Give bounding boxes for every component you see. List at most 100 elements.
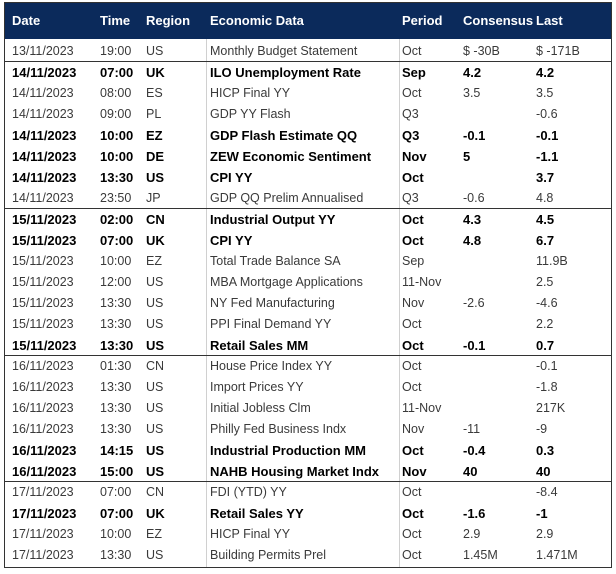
table-cell: -0.4 [463,443,486,458]
table-cell: HICP Final YY [210,86,291,100]
column-header: Region [146,13,191,28]
table-cell: 07:00 [100,65,134,80]
group-separator [5,355,611,356]
table-cell: CN [146,485,165,499]
table-cell: 13:30 [100,317,132,331]
table-cell: Initial Jobless Clm [210,401,311,415]
table-cell: 16/11/2023 [12,359,74,373]
table-cell: US [146,317,164,331]
table-cell: -1.8 [536,380,558,394]
table-cell: 0.7 [536,338,555,353]
table-cell: -2.6 [463,296,485,310]
table-cell: NY Fed Manufacturing [210,296,335,310]
table-cell: 14/11/2023 [12,149,77,164]
table-cell: Building Permits Prel [210,548,327,562]
table-cell: Nov [402,149,427,164]
table-cell: 11.9B [536,254,568,268]
table-cell: 15/11/2023 [12,233,77,248]
table-cell: UK [146,65,165,80]
table-cell: US [146,422,164,436]
table-cell: Industrial Production MM [210,443,366,458]
table-cell: 14/11/2023 [12,191,74,205]
table-cell: 3.5 [536,86,554,100]
table-cell: US [146,338,165,353]
table-row: 15/11/2023 13:30 US Retail Sales MM Oct -0.1 0… [5,335,611,356]
table-cell: 40 [536,464,551,479]
table-cell: Sep [402,65,426,80]
column-header: Date [12,13,41,28]
table-cell: 1.45M [463,548,498,562]
table-cell: 14/11/2023 [12,128,77,143]
table-cell: 14/11/2023 [12,86,74,100]
table-cell: Oct [402,44,422,58]
table-cell: 19:00 [100,44,132,58]
table-cell: UK [146,233,165,248]
table-cell: Sep [402,254,425,268]
column-divider [206,39,207,567]
table-cell: Oct [402,485,422,499]
table-cell: PPI Final Demand YY [210,317,332,331]
table-cell: 16/11/2023 [12,443,77,458]
table-row: 17/11/2023 07:00 CN FDI (YTD) YY Oct -8.4 [5,482,611,503]
table-cell: ZEW Economic Sentiment [210,149,372,164]
table-cell: GDP Flash Estimate QQ [210,128,358,143]
table-cell: -1 [536,506,548,521]
table-row: 14/11/2023 23:50 JP GDP QQ Prelim Annualise… [5,188,611,209]
table-cell: -1.1 [536,149,559,164]
column-divider [399,39,400,567]
table-row: 14/11/2023 13:30 US CPI YY Oct 3.7 [5,167,611,188]
table-cell: 2.9 [463,527,481,541]
table-cell: Nov [402,464,427,479]
table-cell: 01:30 [100,359,132,373]
table-cell: 10:00 [100,527,132,541]
table-cell: 4.5 [536,212,555,227]
table-row: 14/11/2023 09:00 PL GDP YY Flash Q3 -0.6 [5,104,611,125]
table-cell: NAHB Housing Market Indx [210,464,380,479]
table-cell: Monthly Budget Statement [210,44,358,58]
table-cell: CPI YY [210,170,253,185]
table-cell: 13:30 [100,380,132,394]
table-row: 14/11/2023 07:00 UK ILO Unemployment Rate Se… [5,62,611,83]
table-cell: -0.6 [463,191,485,205]
table-cell: JP [146,191,161,205]
table-cell: -0.1 [463,128,486,143]
table-cell: EZ [146,527,162,541]
table-cell: 09:00 [100,107,132,121]
table-cell: FDI (YTD) YY [210,485,287,499]
column-header: Time [100,13,131,28]
table-cell: 40 [463,464,478,479]
table-row: 16/11/2023 15:00 US NAHB Housing Market Ind… [5,461,611,482]
table-cell: 15/11/2023 [12,275,74,289]
table-cell: US [146,443,165,458]
table-cell: EZ [146,254,162,268]
table-row: 15/11/2023 13:30 US PPI Final Demand YY Oct 2… [5,314,611,335]
table-cell: 08:00 [100,86,132,100]
table-cell: 4.2 [463,65,482,80]
table-cell: US [146,44,164,58]
table-row: 14/11/2023 08:00 ES HICP Final YY Oct 3.5 3.5 [5,83,611,104]
table-row: 14/11/2023 10:00 EZ GDP Flash Estimate QQ Q3… [5,125,611,146]
table-cell: Oct [402,359,422,373]
table-cell: Oct [402,86,422,100]
table-cell: 17/11/2023 [12,506,77,521]
table-cell: 16/11/2023 [12,401,74,415]
table-cell: $ -30B [463,44,500,58]
table-cell: 5 [463,149,471,164]
table-cell: -4.6 [536,296,558,310]
table-cell: CN [146,359,165,373]
table-cell: Oct [402,317,422,331]
table-cell: 3.7 [536,170,555,185]
table-cell: 14/11/2023 [12,65,77,80]
table-row: 14/11/2023 10:00 DE ZEW Economic Sentiment N… [5,146,611,167]
table-row: 16/11/2023 01:30 CN House Price Index YY Oct… [5,356,611,377]
table-cell: -9 [536,422,548,436]
table-cell: Nov [402,296,425,310]
table-cell: US [146,380,164,394]
table-cell: Oct [402,548,422,562]
table-cell: -0.1 [536,359,558,373]
table-cell: Q3 [402,107,419,121]
header-row [5,3,611,39]
table-row: 17/11/2023 13:30 US Building Permits Prel Oc… [5,545,611,566]
column-header: Last [536,13,563,28]
table-cell: 13:30 [100,401,132,415]
